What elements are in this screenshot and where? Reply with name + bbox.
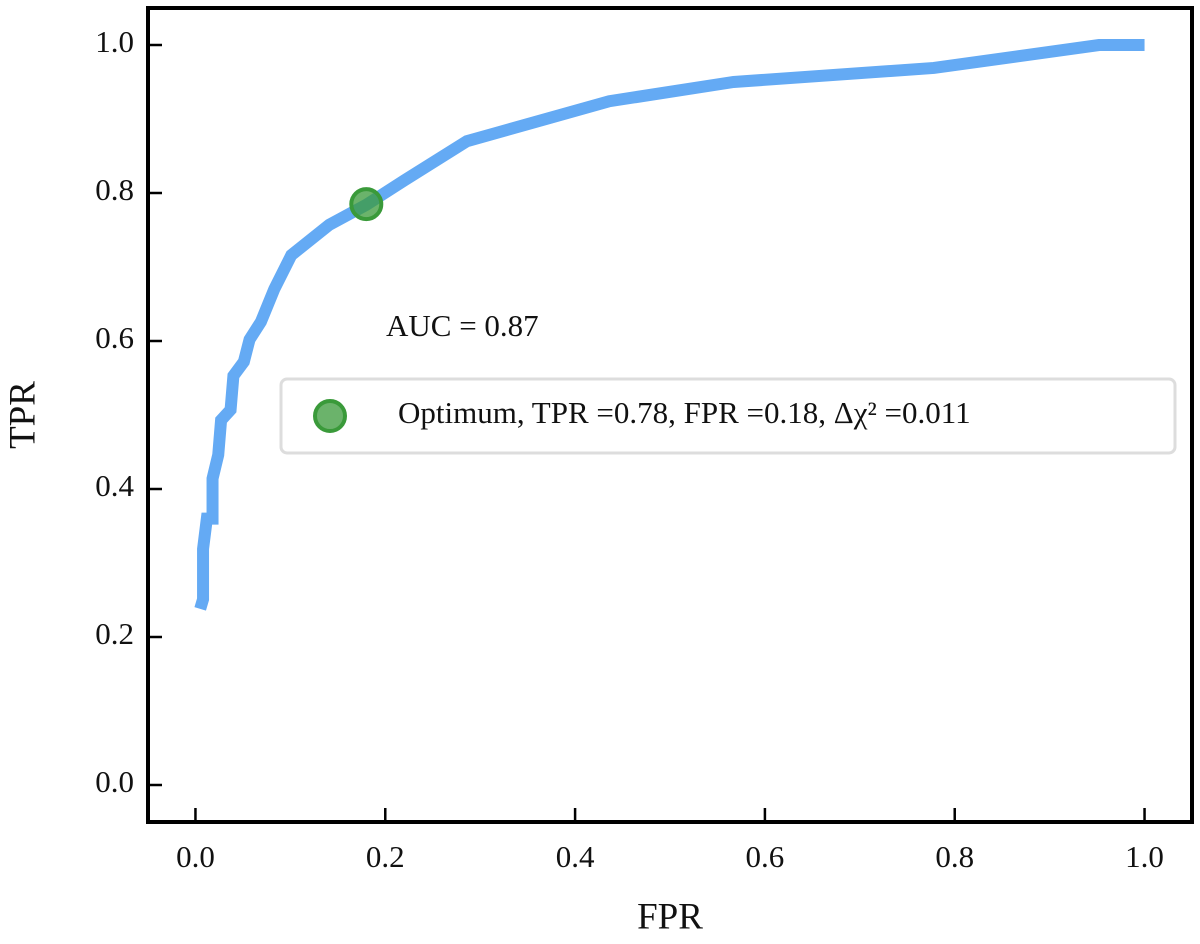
y-tick-label: 0.6 [95, 320, 134, 355]
y-tick-label: 0.4 [95, 468, 134, 503]
x-tick-label: 0.0 [176, 839, 215, 874]
legend-box [279, 377, 1177, 455]
y-tick-label: 0.0 [95, 764, 134, 799]
x-axis-label: FPR [637, 896, 703, 937]
x-tick-label: 0.8 [935, 839, 974, 874]
x-tick-label: 1.0 [1125, 839, 1164, 874]
legend-label: Optimum, TPR =0.78, FPR =0.18, Δχ² =0.01… [398, 395, 971, 430]
y-tick-label: 0.8 [95, 172, 134, 207]
y-axis-label: TPR [2, 381, 43, 449]
x-tick-label: 0.2 [366, 839, 405, 874]
roc-curve [194, 39, 1145, 611]
legend-marker [313, 399, 347, 433]
y-tick-label: 0.2 [95, 616, 134, 651]
x-tick-label: 0.6 [746, 839, 785, 874]
annotation: AUC = 0.87 [386, 308, 539, 343]
y-tick-label: 1.0 [95, 24, 134, 59]
x-tick-label: 0.4 [556, 839, 595, 874]
plot-frame [146, 6, 1194, 824]
optimum-point [349, 187, 384, 222]
